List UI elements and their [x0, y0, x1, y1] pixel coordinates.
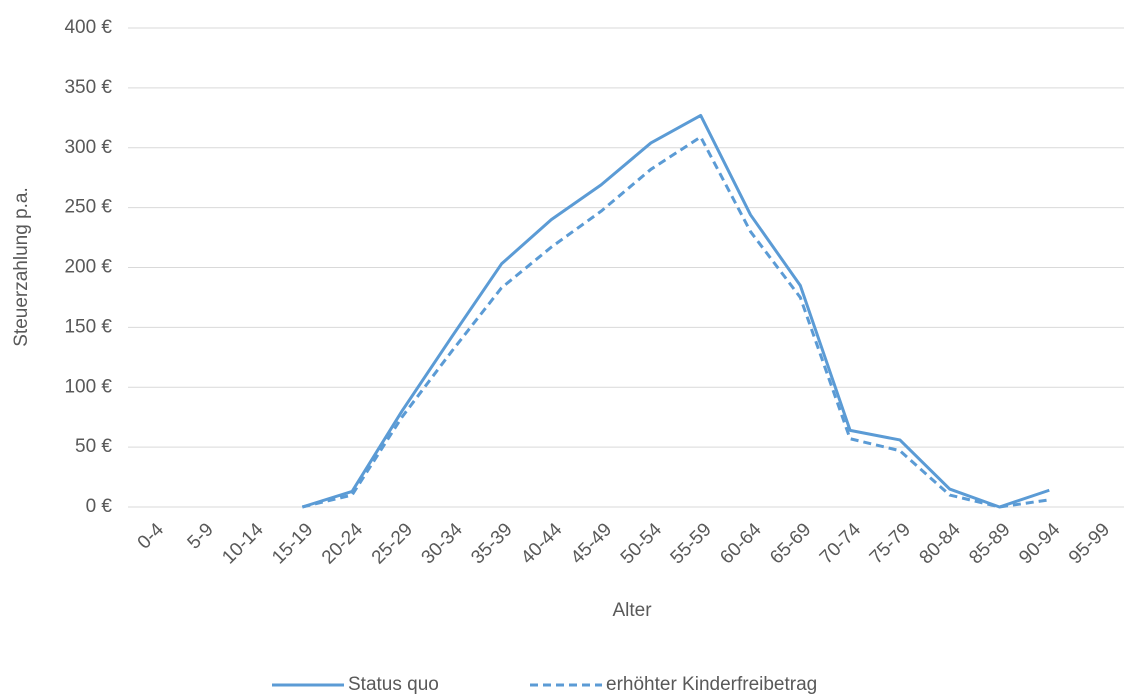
x-tick-label: 95-99: [1065, 519, 1114, 568]
x-tick-label: 15-19: [268, 519, 317, 568]
y-tick-label: 400 €: [64, 17, 112, 38]
x-tick-label: 40-44: [517, 519, 567, 569]
x-tick-label: 10-14: [218, 519, 268, 569]
y-tick-label: 200 €: [64, 257, 112, 278]
legend-label: Status quo: [348, 674, 439, 695]
y-axis-title: Steuerzahlung p.a.: [11, 187, 32, 347]
y-tick-label: 150 €: [64, 316, 112, 337]
x-tick-label: 0-4: [134, 519, 169, 554]
x-tick-label: 80-84: [916, 519, 966, 569]
x-tick-label: 35-39: [467, 519, 516, 568]
x-tick-label: 75-79: [866, 519, 915, 568]
x-tick-label: 90-94: [1015, 519, 1065, 569]
x-tick-label: 50-54: [617, 519, 667, 569]
x-tick-label: 45-49: [567, 519, 616, 568]
series-line: [301, 113, 1050, 509]
x-tick-label: 65-69: [766, 519, 815, 568]
y-tick-label: 300 €: [64, 137, 112, 158]
x-tick-label: 85-89: [965, 519, 1014, 568]
y-tick-label: 0 €: [86, 496, 113, 517]
y-tick-label: 350 €: [64, 77, 112, 98]
series-line: [301, 135, 1050, 509]
x-tick-label: 70-74: [816, 519, 866, 569]
y-tick-label: 50 €: [75, 436, 112, 457]
x-tick-label: 30-34: [418, 519, 468, 569]
y-tick-label: 250 €: [64, 197, 112, 218]
x-tick-label: 20-24: [318, 519, 368, 569]
legend-label: erhöhter Kinderfreibetrag: [606, 674, 817, 695]
x-axis-title: Alter: [612, 600, 652, 621]
x-tick-label: 25-29: [368, 519, 417, 568]
x-tick-label: 60-64: [716, 519, 766, 569]
x-tick-label: 5-9: [184, 519, 218, 553]
y-tick-label: 100 €: [64, 376, 112, 397]
x-tick-label: 55-59: [667, 519, 716, 568]
